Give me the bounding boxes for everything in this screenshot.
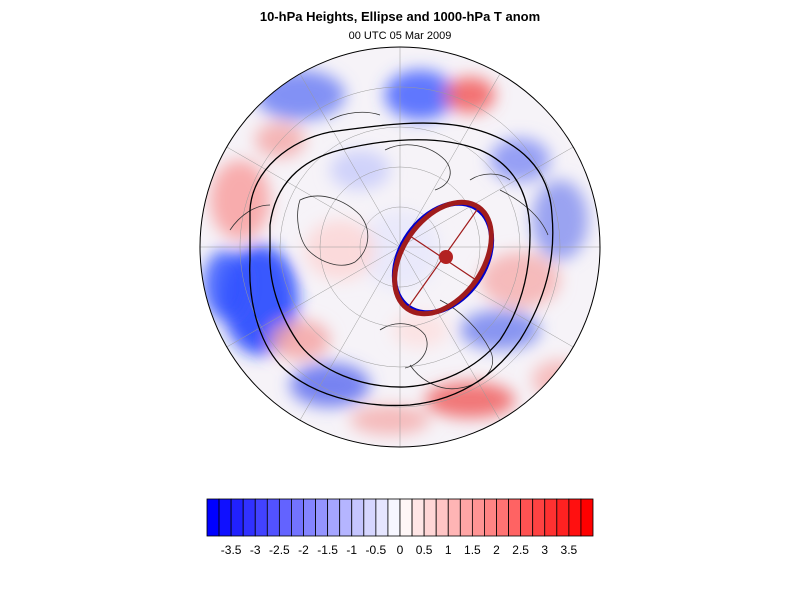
coastlines [229, 111, 549, 390]
colorbar-box [206, 498, 220, 537]
coastline-segment [379, 323, 428, 369]
anomaly-patch [425, 382, 515, 418]
colorbar-box [423, 498, 437, 537]
coastline-segment [384, 144, 451, 191]
meridian-line [399, 73, 501, 248]
colorbar-tick-label: 3 [541, 543, 549, 557]
colorbar-box [459, 498, 473, 537]
colorbar-box [375, 498, 389, 537]
anomaly-patch [532, 180, 588, 260]
colorbar-box [218, 498, 232, 537]
anomaly-patch [350, 405, 430, 435]
anomaly-patch [305, 220, 375, 280]
height-contour-inner [269, 139, 531, 388]
meridian-line [399, 246, 574, 348]
colorbar-box [435, 498, 449, 537]
colorbar-box [544, 498, 558, 537]
colorbar-box [508, 498, 522, 537]
anomaly-patch [290, 363, 370, 407]
colorbar-box [520, 498, 534, 537]
colorbar-box [399, 498, 413, 537]
graticule [200, 47, 600, 447]
meridian-line [226, 246, 401, 348]
colorbar-box [230, 498, 244, 537]
colorbar-box [556, 498, 570, 537]
colorbar-tick-label: -1 [346, 543, 358, 557]
chart-title: 10-hPa Heights, Ellipse and 1000-hPa T a… [259, 9, 541, 24]
colorbar-box [447, 498, 461, 537]
colorbar-box [580, 498, 594, 537]
colorbar-tick-label: 0 [396, 543, 404, 557]
colorbar-box [471, 498, 485, 537]
coastline-segment [409, 299, 493, 390]
colorbar-tick-label: -2.5 [269, 543, 290, 557]
colorbar-box [315, 498, 329, 537]
colorbar-tick-label: 1.5 [464, 543, 481, 557]
colorbar-box [568, 498, 582, 537]
meridian-line [299, 73, 401, 248]
coastline-segment [469, 173, 511, 181]
colorbar-tick-label: -2 [298, 543, 309, 557]
height-contours [249, 122, 554, 407]
colorbar-box [303, 498, 316, 537]
colorbar-box [363, 498, 377, 537]
coastline-segment [329, 111, 381, 121]
chart-subtitle: 00 UTC 05 Mar 2009 [348, 30, 452, 42]
colorbar-tick-label: -3.5 [220, 543, 242, 557]
colorbar-tick-label: 1 [444, 543, 452, 557]
colorbar-box [327, 498, 341, 537]
colorbar-box [339, 498, 353, 537]
anomaly-patch [490, 138, 550, 182]
temperature-anomaly-field [203, 70, 588, 435]
anomaly-patch [270, 320, 330, 360]
colorbar-tick-label: -1.5 [317, 543, 338, 557]
anomaly-patch [255, 122, 305, 158]
colorbar-tick-label: -0.5 [365, 543, 387, 557]
globe-outline [199, 46, 601, 448]
anomaly-patch [203, 250, 247, 320]
coastline-segment [297, 195, 369, 266]
colorbar-box [351, 498, 365, 537]
meridian-line [299, 246, 401, 421]
colorbar-box [291, 498, 304, 537]
colorbar-box [266, 498, 280, 537]
colorbar-box [411, 498, 425, 537]
colorbar-tick-label: -3 [249, 543, 261, 557]
coastline-segment [229, 204, 271, 231]
anomaly-patch [385, 70, 455, 120]
vortex-ellipse-group [391, 199, 495, 317]
colorbar-tick-label: 2 [493, 543, 500, 557]
colorbar-box [278, 498, 292, 537]
meridian-line [399, 146, 574, 248]
anomaly-patch [480, 252, 560, 308]
colorbar-box [242, 498, 256, 537]
meridian-line [399, 246, 501, 421]
colorbar-tick-label: 3.5 [560, 543, 578, 557]
colorbar-box [387, 498, 401, 537]
colorbar-box [532, 498, 546, 537]
anomaly-patch [330, 150, 390, 190]
height-contour-outer [249, 122, 554, 407]
vortex-center-marker [439, 250, 453, 264]
colorbar-box [484, 498, 497, 537]
colorbar-tick-label: 0.5 [415, 543, 433, 557]
colorbar-box [254, 498, 268, 537]
colorbar-tick-label: 2.5 [512, 543, 529, 557]
meridian-line [226, 146, 401, 248]
colorbar-box [496, 498, 509, 537]
anomaly-patch [210, 160, 270, 240]
coastline-segment [499, 189, 549, 236]
